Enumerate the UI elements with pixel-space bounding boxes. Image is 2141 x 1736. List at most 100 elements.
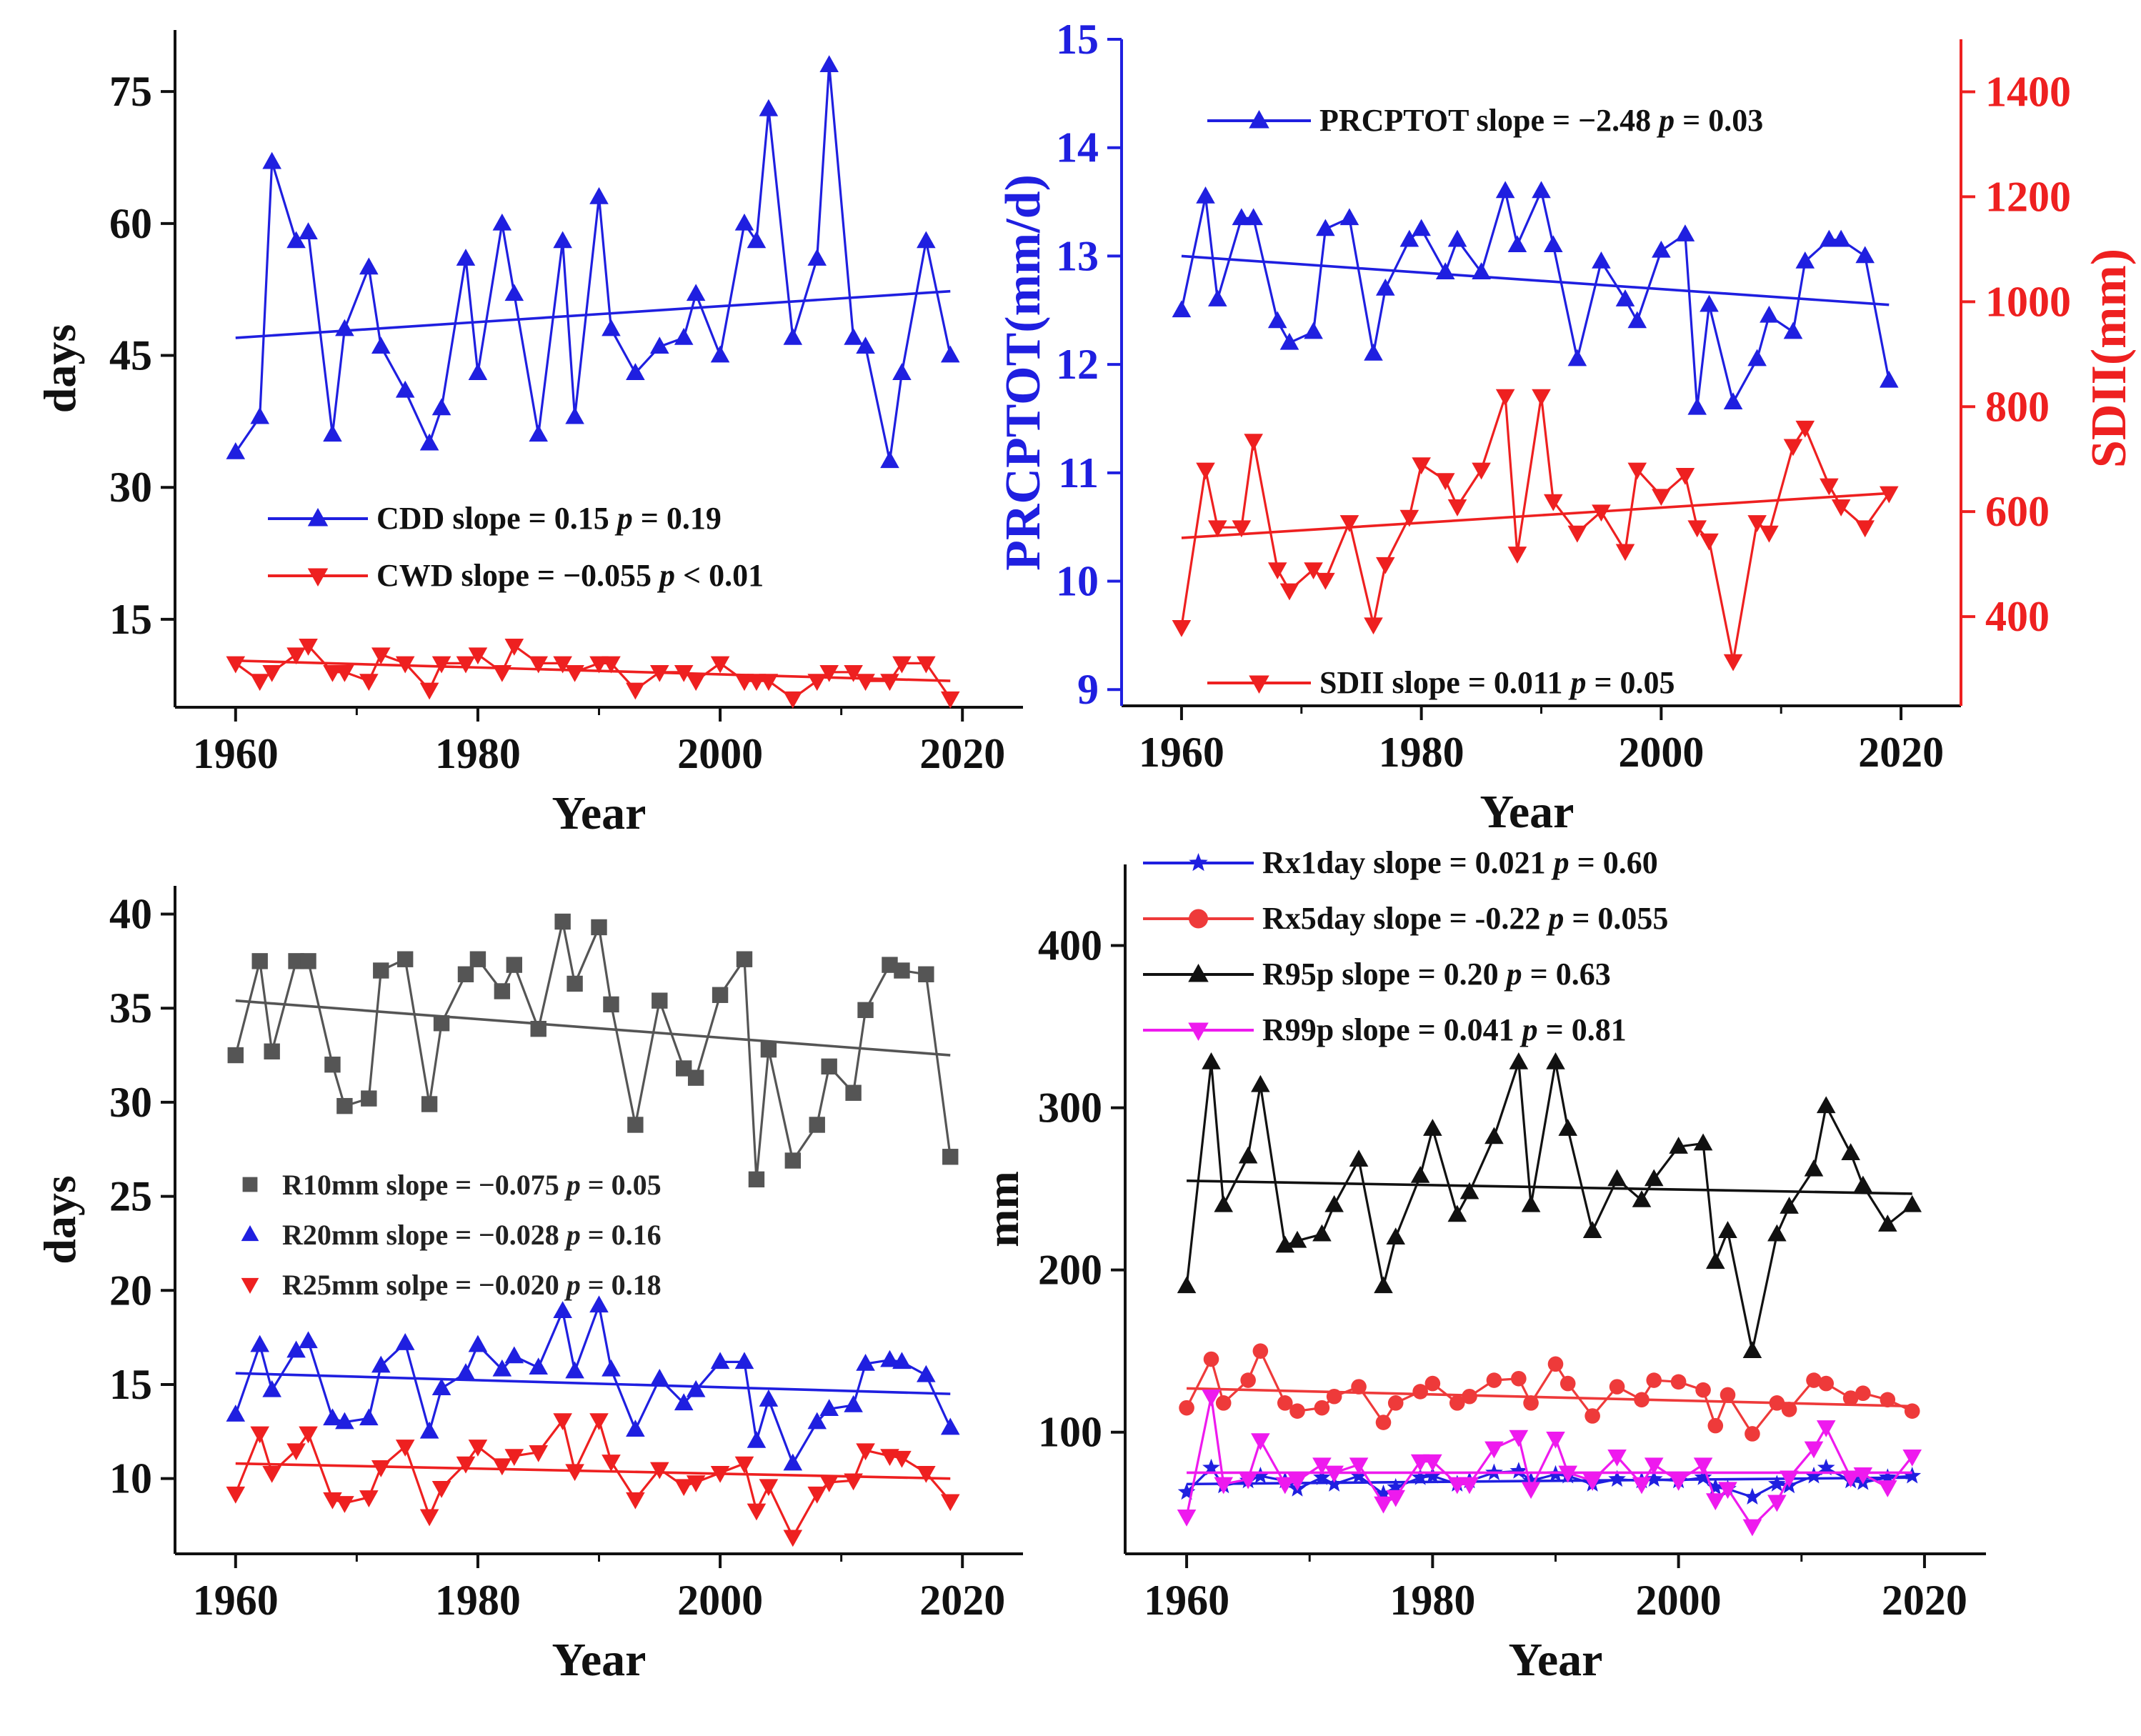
panel-top-left: 1960 1980 2000 2020 15 30 45 60 75 Year days CDD sl… [34,30,1023,839]
data-point-R95p [1780,1197,1799,1214]
data-point-CDD [371,336,391,354]
data-point-SDII [1627,462,1647,480]
data-point-PRCPTOT [1364,343,1383,361]
data-point-SDII [1820,478,1839,496]
data-point-R25mm [917,1465,936,1483]
y-tick-label: 10 [109,1455,152,1502]
data-point-SDII [1783,439,1803,457]
data-point-SDII [1831,499,1851,517]
legend-label-PRCPTOT-p: p [1656,103,1675,138]
data-point-R20mm [371,1355,391,1373]
legend-label-Rx5day-value: = 0.055 [1564,901,1668,936]
series-CDD [226,55,960,469]
data-point-Rx1day [1805,1467,1823,1484]
data-point-R95p [1312,1224,1332,1242]
data-point-R95p [1632,1190,1652,1207]
data-point-R95p [1177,1276,1197,1294]
trend-line-SDII [1181,492,1890,539]
x-tick-label: 1980 [435,1577,521,1624]
data-point-SDII [1855,520,1875,538]
legend-label-R10mm-value: = 0.05 [581,1169,662,1201]
data-point-R20mm [783,1453,803,1471]
data-point-R99p [1558,1465,1578,1483]
data-point-CWD [602,656,621,674]
data-point-PRCPTOT [1267,311,1287,329]
data-point-CWD [686,674,706,692]
data-point-R10mm [894,962,910,979]
trend-line-CDD [235,289,951,339]
data-point-R25mm [335,1496,354,1513]
data-point-R20mm [674,1393,694,1411]
data-point-R20mm [299,1331,318,1349]
data-point-PRCPTOT [1412,219,1431,236]
data-point-Rx1day [1903,1467,1922,1484]
data-point-CWD [553,656,572,674]
data-point-CWD [335,664,354,682]
data-point-R20mm [807,1412,827,1430]
x-tick-label: 2000 [677,1577,763,1624]
data-point-R99p [1275,1477,1295,1495]
data-point-SDII [1592,504,1611,522]
data-point-Rx5day [1855,1385,1871,1402]
data-point-Rx5day [1314,1400,1330,1416]
data-point-SDII [1795,420,1815,438]
data-point-Rx1day [1349,1467,1368,1484]
data-point-R99p [1804,1441,1824,1459]
data-point-R95p [1607,1169,1627,1187]
data-point-Rx1day [1325,1475,1343,1492]
data-point-CWD [492,664,512,682]
data-point-CDD [504,284,524,301]
series-line-R25mm [234,1417,952,1540]
data-point-R10mm [857,1002,874,1019]
y-tick-label: 75 [109,68,152,115]
data-point-CWD [323,664,342,682]
data-point-Rx5day [1818,1375,1835,1392]
data-point-CWD [734,674,754,692]
data-point-CDD [323,424,342,442]
data-point-Rx5day [1252,1343,1269,1359]
data-point-Rx5day [1412,1384,1428,1400]
data-point-CDD [565,406,584,424]
data-point-PRCPTOT [1795,251,1815,269]
y-tick-label: 60 [109,200,152,247]
data-point-R25mm [734,1456,754,1474]
data-point-PRCPTOT [1399,229,1419,247]
data-point-CDD [529,424,549,442]
data-point-R25mm [419,1509,439,1527]
legend-marker-R10mm [242,1177,258,1192]
legend-label-R20mm: R20mm slope = −0.028 p = 0.16 [282,1219,662,1251]
data-point-CWD [589,656,609,674]
data-point-R20mm [940,1417,960,1435]
data-point-Rx1day [1374,1485,1392,1502]
data-point-R99p [1780,1470,1799,1488]
data-point-PRCPTOT [1507,235,1527,253]
data-point-R95p [1423,1119,1442,1136]
data-point-CDD [710,345,730,363]
data-point-R95p [1742,1341,1762,1358]
data-point-PRCPTOT [1855,246,1875,264]
data-point-R99p [1423,1454,1442,1472]
data-point-SDII [1232,520,1252,538]
trend-line-R20mm [235,1372,951,1395]
data-point-R99p [1374,1496,1393,1514]
data-point-Rx5day [1806,1372,1822,1388]
data-point-CWD [529,656,549,674]
data-point-CWD [917,656,936,674]
data-point-SDII [1267,562,1287,579]
data-point-R10mm [748,1171,765,1188]
data-point-R20mm [359,1408,379,1426]
data-point-R10mm [324,1057,341,1073]
x-tick-label: 2020 [919,1577,1005,1624]
legend-label-PRCPTOT-value: = 0.03 [1675,103,1763,138]
data-point-R99p [1546,1431,1565,1449]
y-tick-label: 9 [1077,666,1099,713]
data-point-PRCPTOT [1879,370,1899,388]
data-point-Rx5day [1842,1390,1859,1406]
data-point-Rx1day [1706,1477,1725,1495]
data-point-R95p [1546,1052,1565,1069]
legend-label-R99p: R99p slope = 0.041 p = 0.81 [1262,1012,1627,1047]
legend-item-R25mm: R25mm solpe = −0.020 p = 0.18 [241,1269,662,1301]
data-point-CDD [940,345,960,363]
panel-top-right: 1960 1980 2000 2020 9 10 11 12 13 14 15 400 600 800 10… [996,16,2137,838]
data-point-PRCPTOT [1279,332,1299,350]
